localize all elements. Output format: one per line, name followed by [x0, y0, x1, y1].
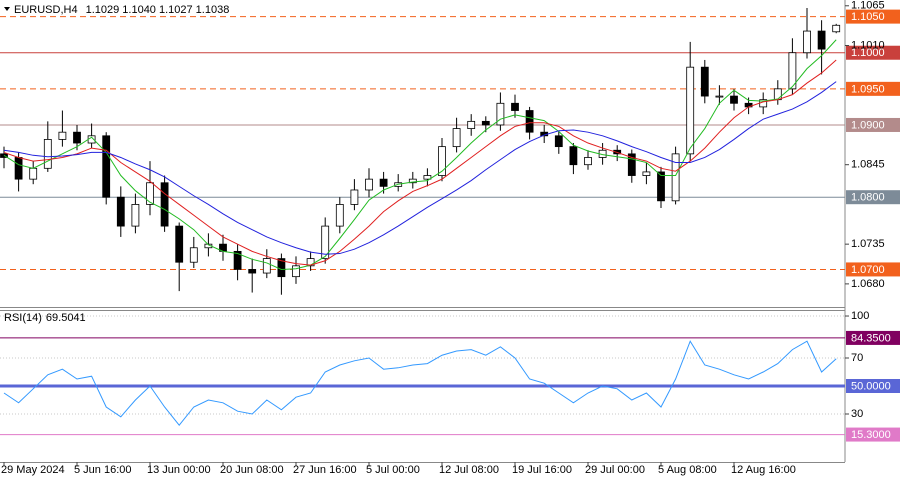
level-label: 84.3500 — [851, 332, 891, 344]
candle-body — [511, 102, 519, 111]
candle-body — [496, 102, 505, 126]
candle-body — [554, 135, 563, 148]
candle-body — [627, 153, 636, 176]
candle-body — [262, 258, 271, 274]
y-tick-label: 1.0735 — [851, 238, 885, 250]
candle-body — [29, 167, 38, 180]
candle-body — [803, 30, 811, 54]
candle-body — [292, 265, 300, 278]
candle-body — [467, 120, 476, 129]
candle-body — [817, 30, 826, 50]
level-label-bg — [846, 45, 900, 60]
candle-body — [408, 178, 417, 184]
candle-body — [102, 135, 111, 198]
chart-title: EURUSD,H4 — [14, 4, 78, 16]
x-tick-label: 12 Jul 08:00 — [439, 464, 499, 476]
candle-body — [335, 204, 344, 227]
candle-body — [248, 269, 257, 274]
level-label-bg — [846, 427, 900, 442]
candle-body — [321, 225, 330, 260]
candle-body — [306, 258, 315, 267]
level-label: 50.0000 — [851, 380, 891, 392]
candle-body — [642, 171, 651, 176]
level-label-bg — [846, 9, 900, 24]
y-tick-label: 70 — [851, 352, 863, 364]
candle-body — [14, 157, 23, 180]
y-tick-label: 1.0680 — [851, 278, 885, 290]
candle-body — [788, 52, 797, 90]
chart-subtitle: 1.1029 1.1040 1.1027 1.1038 — [86, 4, 230, 16]
candle-body — [189, 247, 198, 263]
y-tick-label: 1.1010 — [851, 39, 885, 51]
x-tick-label: 20 Jun 08:00 — [220, 464, 284, 476]
candle-body — [350, 189, 359, 205]
candle-body — [773, 88, 782, 101]
level-label: 1.1000 — [851, 47, 885, 59]
x-tick-label: 13 Jun 00:00 — [147, 464, 211, 476]
x-tick-label: 29 Jul 00:00 — [585, 464, 645, 476]
level-label: 1.0800 — [851, 192, 885, 204]
candle-body — [146, 182, 154, 205]
rsi-line — [3, 340, 837, 426]
candle-body — [700, 66, 709, 97]
candle-body — [657, 171, 665, 202]
y-tick-label: 1.1065 — [851, 0, 885, 12]
candle-body — [525, 110, 534, 133]
candle-body — [43, 139, 52, 169]
candle-body — [58, 131, 67, 140]
candle-body — [730, 95, 738, 104]
candle-body — [160, 182, 169, 227]
level-label: 1.0900 — [851, 119, 885, 131]
candle-body — [233, 250, 242, 270]
y-tick-label: 1.0845 — [851, 159, 885, 171]
level-label: 1.0700 — [851, 264, 885, 276]
level-label-bg — [846, 117, 900, 132]
candle-body — [584, 157, 592, 166]
candle-body — [671, 153, 680, 202]
candle-body — [438, 146, 446, 176]
candle-body — [481, 120, 490, 126]
level-label-bg — [846, 262, 900, 277]
level-label-bg — [846, 190, 900, 205]
level-label-bg — [846, 330, 900, 345]
level-label-bg — [846, 81, 900, 96]
candle-body — [175, 225, 184, 263]
candle-body — [569, 146, 578, 166]
level-label-bg — [846, 379, 900, 393]
rsi-value: 69.5041 — [46, 312, 86, 324]
candle-body — [686, 66, 695, 155]
candle-body — [73, 131, 81, 144]
candle-body — [116, 196, 125, 227]
moving-average — [3, 59, 837, 266]
y-tick-label: 30 — [851, 408, 863, 420]
x-tick-label: 5 Jun 16:00 — [74, 464, 132, 476]
level-label: 1.0950 — [851, 83, 885, 95]
x-tick-label: 12 Aug 16:00 — [731, 464, 796, 476]
x-tick-label: 29 May 2024 — [1, 464, 65, 476]
y-tick-label: 100 — [851, 310, 869, 322]
x-tick-label: 19 Jul 16:00 — [512, 464, 572, 476]
candle-body — [452, 128, 461, 148]
candle-body — [423, 175, 432, 180]
x-tick-label: 5 Aug 08:00 — [658, 464, 717, 476]
candle-body — [365, 178, 373, 191]
moving-average — [3, 81, 837, 255]
x-tick-label: 27 Jun 16:00 — [293, 464, 357, 476]
symbol-menu-icon — [4, 7, 10, 11]
rsi-title: RSI(14) — [4, 312, 42, 324]
level-label: 15.3000 — [851, 429, 891, 441]
candle-body — [131, 204, 140, 227]
level-label: 1.1050 — [851, 11, 885, 23]
x-tick-label: 5 Jul 00:00 — [366, 464, 420, 476]
candle-body — [715, 95, 724, 98]
candle-body — [379, 178, 388, 187]
candle-body — [832, 24, 841, 33]
moving-average — [3, 39, 837, 270]
